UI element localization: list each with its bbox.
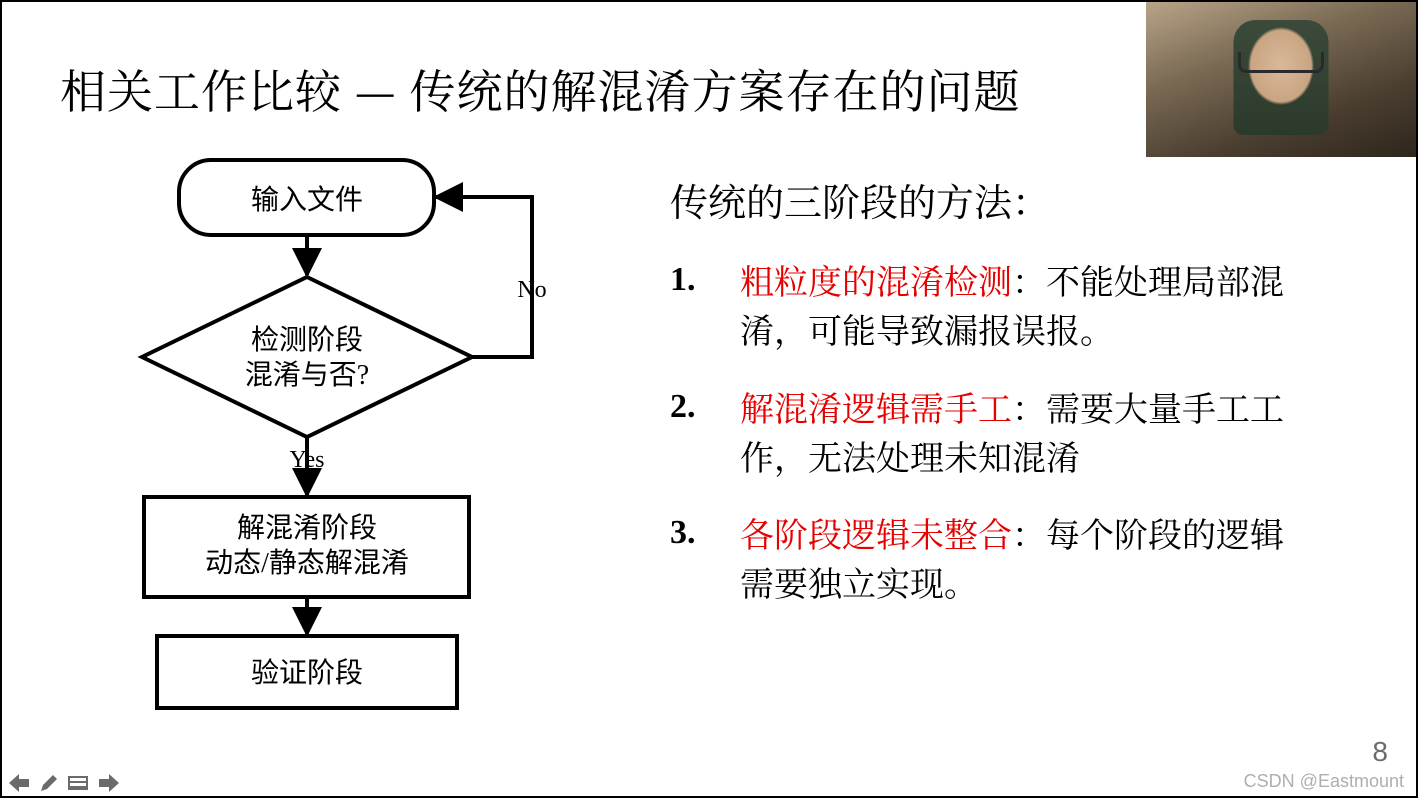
list-item-red: 解混淆逻辑需手工: [740, 382, 1012, 431]
slide-title: 相关工作比较 — 传统的解混淆方案存在的问题: [60, 56, 1021, 122]
list-item-red: 各阶段逻辑未整合: [740, 508, 1012, 557]
list-item: 各阶段逻辑未整合：每个阶段的逻辑需要独立实现。: [670, 508, 1310, 607]
list-item: 解混淆逻辑需手工：需要大量手工工作，无法处理未知混淆: [670, 382, 1310, 481]
list-item: 粗粒度的混淆检测：不能处理局部混淆，可能导致漏报误报。: [670, 255, 1310, 354]
flow-node-detect-l2: 混淆与否?: [245, 359, 369, 391]
pencil-icon[interactable]: [38, 772, 60, 794]
watermark: CSDN @Eastmount: [1244, 771, 1404, 792]
flow-node-input: 输入文件: [179, 160, 434, 235]
flow-node-detect-l1: 检测阶段: [251, 324, 363, 356]
flow-node-verify: 验证阶段: [157, 636, 457, 708]
webcam-overlay: [1146, 2, 1416, 157]
slide: 相关工作比较 — 传统的解混淆方案存在的问题 输入文件 检测阶段 混淆与否?: [0, 0, 1418, 798]
slides-icon[interactable]: [66, 772, 90, 794]
right-heading: 传统的三阶段的方法：: [670, 172, 1310, 227]
right-column: 传统的三阶段的方法： 粗粒度的混淆检测：不能处理局部混淆，可能导致漏报误报。 解…: [670, 172, 1310, 635]
list-item-red: 粗粒度的混淆检测: [740, 255, 1012, 304]
presenter-toolbar: [6, 772, 122, 794]
flow-node-verify-label: 验证阶段: [251, 657, 363, 689]
arrow-right-icon[interactable]: [96, 772, 122, 794]
flow-node-input-label: 输入文件: [251, 184, 363, 216]
flow-edge-label-yes: Yes: [290, 447, 325, 473]
flowchart: 输入文件 检测阶段 混淆与否? Yes 解混淆阶段 动态/静态解混淆: [122, 152, 582, 742]
flow-node-deob: 解混淆阶段 动态/静态解混淆: [144, 497, 469, 597]
flow-edge-label-no: No: [517, 277, 546, 303]
flow-node-detect: 检测阶段 混淆与否?: [142, 277, 472, 437]
flow-node-deob-l1: 解混淆阶段: [237, 512, 377, 544]
arrow-left-icon[interactable]: [6, 772, 32, 794]
flow-node-deob-l2: 动态/静态解混淆: [205, 547, 409, 579]
page-number: 8: [1372, 736, 1388, 768]
